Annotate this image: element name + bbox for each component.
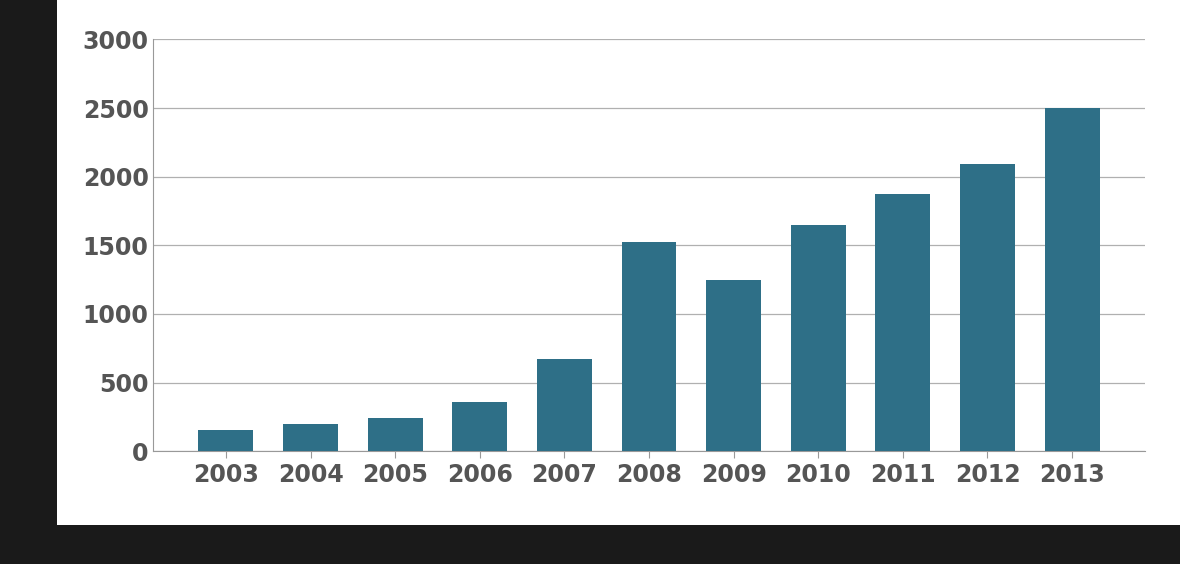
Bar [1044, 108, 1100, 451]
Bar [622, 242, 676, 451]
Bar [791, 225, 846, 451]
Text: Capacity (MW): Capacity (MW) [17, 216, 35, 348]
Bar [198, 430, 254, 451]
Bar [961, 164, 1015, 451]
Bar [283, 425, 337, 451]
Bar [537, 359, 592, 451]
Bar [706, 280, 761, 451]
Bar [452, 402, 507, 451]
Bar [368, 417, 422, 451]
Bar [876, 194, 930, 451]
